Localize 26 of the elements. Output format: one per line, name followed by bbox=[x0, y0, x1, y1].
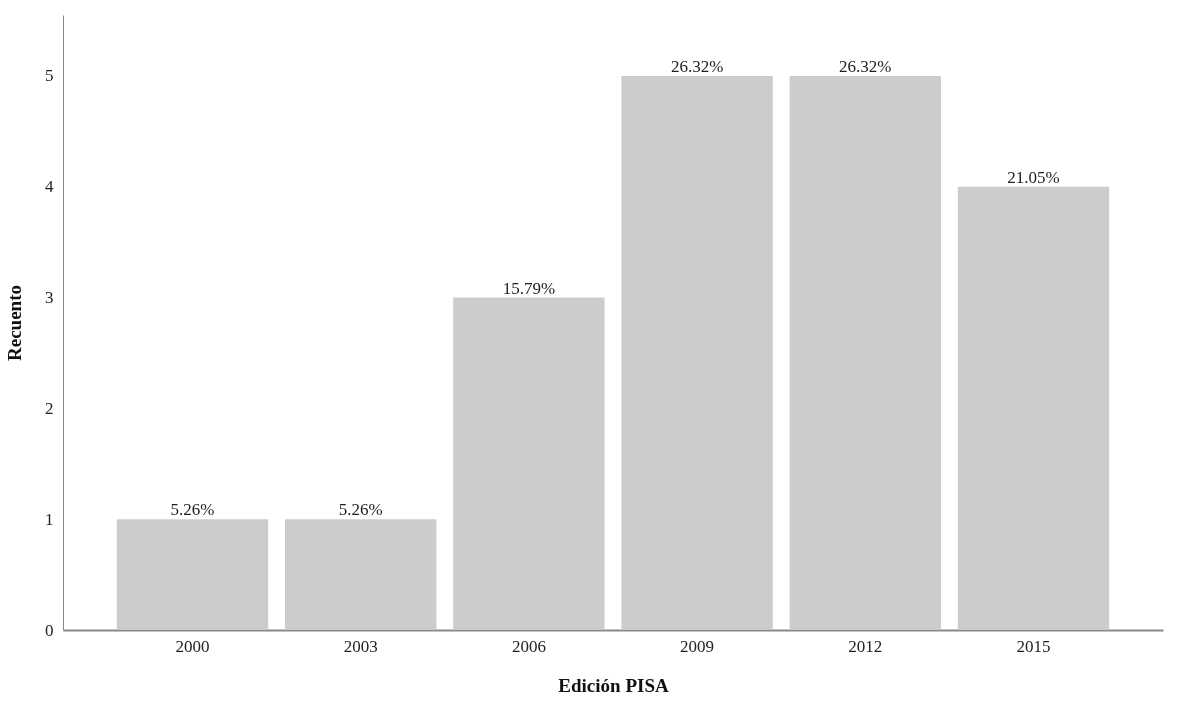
bar bbox=[453, 297, 605, 630]
x-tick-label: 2015 bbox=[1016, 636, 1051, 656]
bar bbox=[789, 75, 941, 630]
annotation: 5.26% bbox=[338, 500, 383, 520]
x-tick-label: 2006 bbox=[511, 636, 546, 656]
y-tick-label: 1 bbox=[45, 509, 54, 529]
x-axis-title: Edición PISA bbox=[558, 674, 669, 696]
annotation: 15.79% bbox=[502, 278, 556, 298]
bar bbox=[116, 519, 269, 630]
y-tick-label: 5 bbox=[45, 66, 54, 86]
y-tick-label: 0 bbox=[45, 620, 54, 640]
y-tick-label: 2 bbox=[45, 398, 54, 418]
annotation: 26.32% bbox=[839, 56, 892, 76]
annotation: 21.05% bbox=[1007, 167, 1060, 187]
annotation: 5.26% bbox=[170, 500, 215, 520]
x-tick-label: 2003 bbox=[343, 636, 378, 656]
y-tick-label: 3 bbox=[45, 288, 54, 308]
y-tick-label: 4 bbox=[45, 177, 54, 197]
bar bbox=[957, 186, 1110, 630]
annotation: 26.32% bbox=[670, 56, 724, 76]
x-tick-label: 2012 bbox=[848, 636, 883, 656]
bar bbox=[285, 519, 437, 630]
x-tick-label: 2000 bbox=[175, 636, 210, 656]
y-axis-title: Recuento bbox=[4, 285, 25, 361]
bar bbox=[621, 75, 773, 630]
x-tick-label: 2009 bbox=[680, 636, 715, 656]
